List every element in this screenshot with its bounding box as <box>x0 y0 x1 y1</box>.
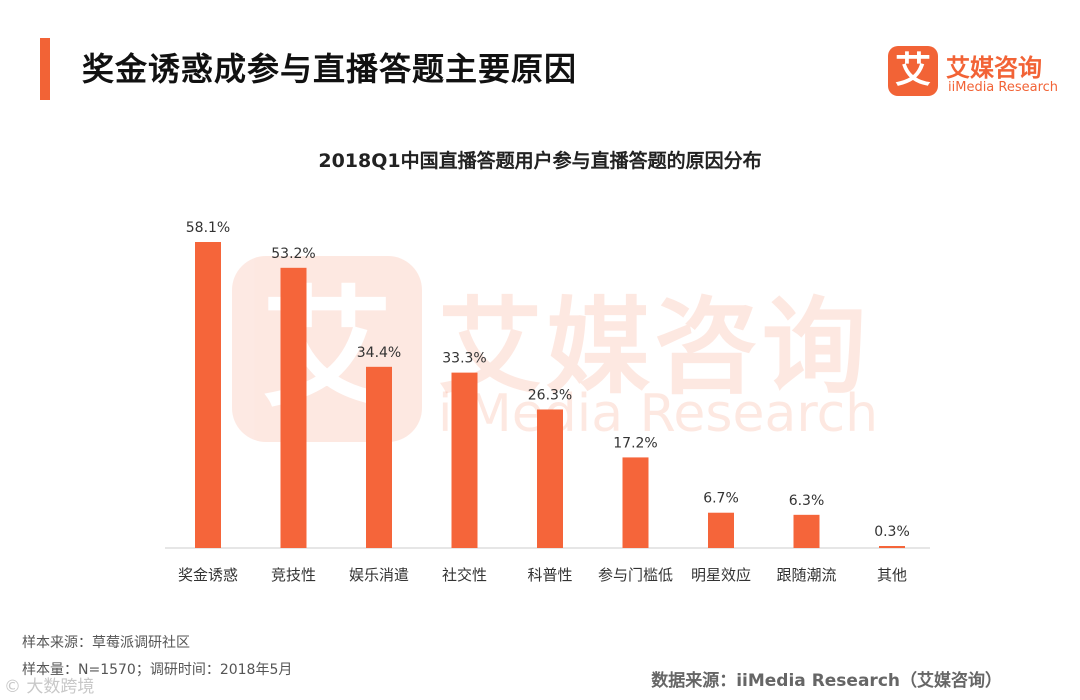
category-label-0: 奖金诱惑 <box>178 566 238 584</box>
sample-source: 样本来源：草莓派调研社区 <box>22 635 190 651</box>
brand-name: 艾媒咨询 <box>946 54 1042 82</box>
data-source: 数据来源：iiMedia Research（艾媒咨询） <box>651 671 1002 691</box>
bar-6 <box>708 512 734 548</box>
data-label-4: 26.3% <box>528 387 572 403</box>
data-label-7: 6.3% <box>789 493 825 509</box>
category-label-4: 科普性 <box>527 566 572 584</box>
bar-2 <box>366 366 392 548</box>
bar-7 <box>793 514 820 548</box>
category-label-3: 社交性 <box>442 566 487 584</box>
bar-8 <box>879 546 905 548</box>
data-label-1: 53.2% <box>271 246 315 262</box>
category-label-5: 参与门槛低 <box>598 566 673 584</box>
data-label-5: 17.2% <box>613 435 657 451</box>
corner-watermark: © 大数跨境 <box>4 677 95 697</box>
category-label-1: 竞技性 <box>271 566 316 584</box>
category-label-8: 其他 <box>877 566 907 584</box>
title-accent-bar <box>40 38 50 100</box>
brand-subtitle: iiMedia Research <box>948 80 1059 95</box>
brand-logo: 艾 艾媒咨询 iiMedia Research <box>888 46 1068 100</box>
bar-0 <box>195 242 221 549</box>
bar-4 <box>537 409 563 548</box>
brand-logo-icon: 艾 <box>888 46 938 96</box>
category-label-7: 跟随潮流 <box>776 566 836 584</box>
category-label-2: 娱乐消遣 <box>349 566 409 584</box>
data-label-2: 34.4% <box>357 345 401 361</box>
data-label-6: 6.7% <box>703 491 739 507</box>
page-title: 奖金诱惑成参与直播答题主要原因 <box>82 50 578 88</box>
bar-5 <box>622 457 649 548</box>
data-label-0: 58.1% <box>186 220 230 236</box>
sample-size: 样本量：N=1570；调研时间：2018年5月 <box>22 662 293 678</box>
data-label-8: 0.3% <box>874 524 910 540</box>
bar-3 <box>451 372 478 548</box>
bar-1 <box>280 267 307 548</box>
data-label-3: 33.3% <box>442 351 486 367</box>
category-label-6: 明星效应 <box>691 566 751 584</box>
chart-title: 2018Q1中国直播答题用户参与直播答题的原因分布 <box>318 150 762 172</box>
